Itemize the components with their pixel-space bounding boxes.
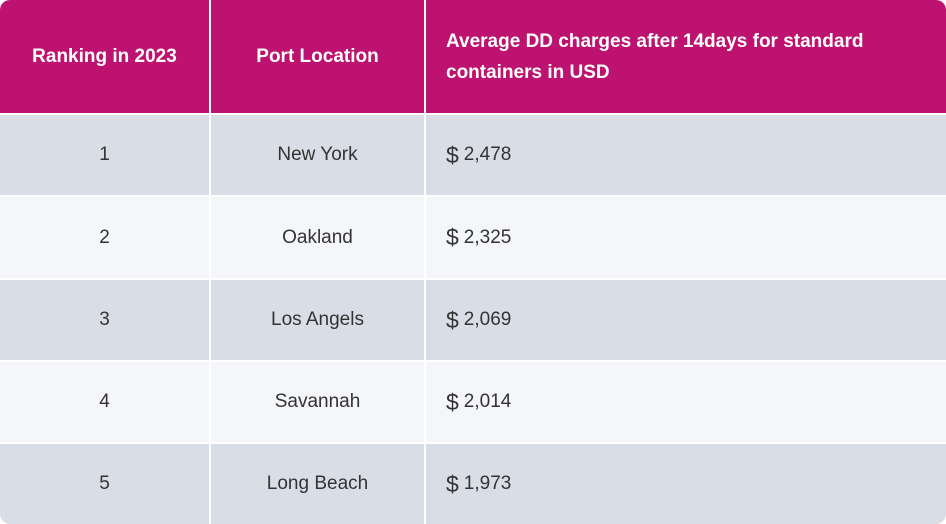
charge-cell: $ 2,069 [426, 280, 946, 360]
charge-value: 2,478 [463, 144, 512, 165]
dollar-sign: $ [446, 224, 459, 250]
rank-cell: 3 [0, 280, 211, 360]
header-ranking: Ranking in 2023 [0, 0, 211, 113]
port-cell: New York [211, 115, 426, 195]
rank-cell: 2 [0, 197, 211, 278]
table-header: Ranking in 2023 Port Location Average DD… [0, 0, 946, 113]
rank-cell: 4 [0, 362, 211, 442]
charge-value: 2,325 [463, 226, 512, 248]
rank-cell: 1 [0, 115, 211, 195]
port-cell: Los Angels [211, 280, 426, 360]
dollar-sign: $ [446, 470, 459, 497]
header-port-location: Port Location [211, 0, 426, 113]
dollar-sign: $ [446, 388, 459, 415]
header-average-charges: Average DD charges after 14days for stan… [446, 30, 864, 83]
table-row: 1 New York $ 2,478 [0, 113, 946, 195]
charge-cell: $ 2,325 [426, 197, 946, 278]
table-row: 4 Savannah $ 2,014 [0, 360, 946, 442]
charge-value: 1,973 [463, 473, 512, 494]
rank-cell: 5 [0, 444, 211, 524]
charge-value: 2,014 [463, 391, 512, 412]
port-cell: Oakland [211, 197, 426, 278]
dollar-sign: $ [446, 141, 459, 168]
table-row: 2 Oakland $ 2,325 [0, 195, 946, 278]
charge-cell: $ 2,478 [426, 115, 946, 195]
table-row: 5 Long Beach $ 1,973 [0, 442, 946, 524]
port-cell: Savannah [211, 362, 426, 442]
dollar-sign: $ [446, 306, 459, 333]
charge-cell: $ 2,014 [426, 362, 946, 442]
charge-value: 2,069 [463, 309, 512, 330]
port-cell: Long Beach [211, 444, 426, 524]
table-row: 3 Los Angels $ 2,069 [0, 278, 946, 360]
charge-cell: $ 1,973 [426, 444, 946, 524]
